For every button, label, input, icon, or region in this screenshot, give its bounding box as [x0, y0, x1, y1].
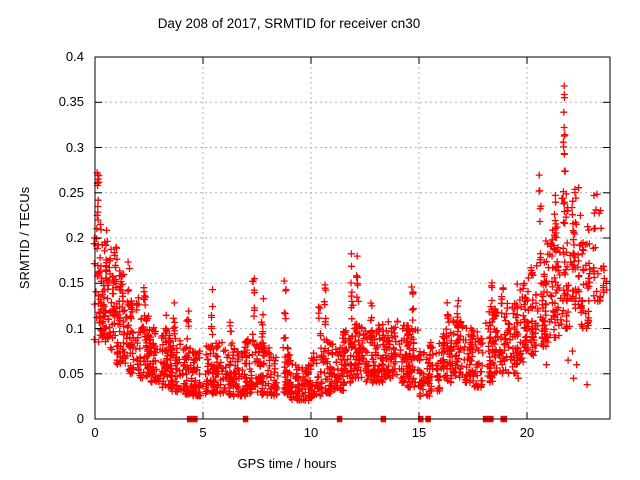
y-tick-label: 0.05 [58, 366, 84, 381]
x-tick-label: 10 [303, 425, 319, 440]
y-tick-label: 0 [76, 411, 84, 426]
y-tick-label: 0.35 [58, 94, 84, 109]
y-tick-label: 0.1 [65, 321, 84, 336]
x-axis-label: GPS time / hours [237, 456, 337, 471]
y-tick-label: 0.4 [65, 49, 84, 64]
y-tick-label: 0.3 [65, 140, 84, 155]
y-tick-label: 0.25 [58, 185, 84, 200]
scatter-points [90, 82, 611, 404]
x-tick-label: 5 [199, 425, 207, 440]
x-tick-label: 20 [519, 425, 535, 440]
y-tick-label: 0.15 [58, 275, 84, 290]
x-tick-label: 0 [91, 425, 99, 440]
y-tick-label: 0.2 [65, 230, 84, 245]
chart-title: Day 208 of 2017, SRMTID for receiver cn3… [157, 16, 421, 31]
x-tick-label: 15 [411, 425, 427, 440]
